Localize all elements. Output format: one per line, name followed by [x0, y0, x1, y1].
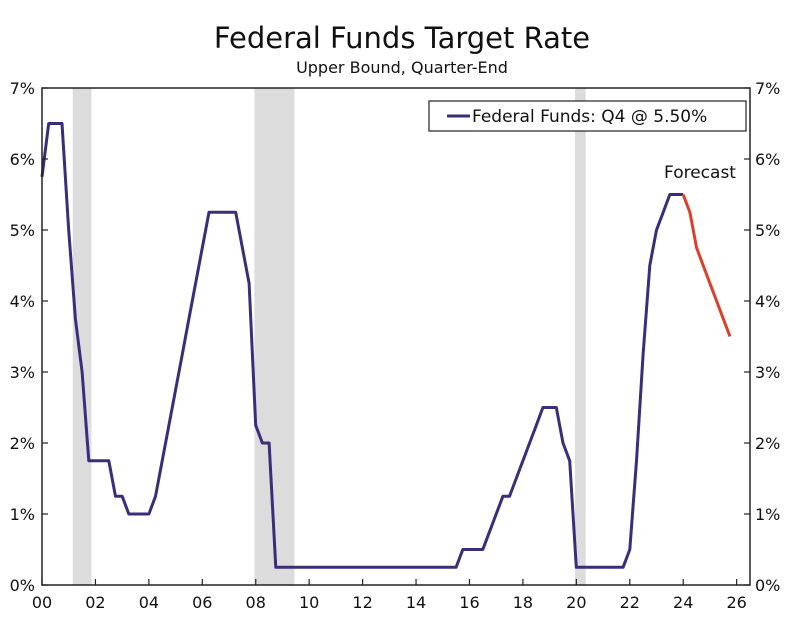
axes: 0% 0% 1% 1% 2% 2% 3% 3% 4% 4% 5% 5% 6% 6% 7% 7% 00 02 04 06… — [10, 79, 781, 612]
y-tick-label-left: 6% — [10, 150, 35, 169]
x-tick-label: 26 — [726, 593, 746, 612]
legend: Federal Funds: Q4 @ 5.50% — [428, 100, 747, 132]
forecast-annotation: Forecast — [664, 163, 736, 183]
series-lines — [40, 122, 732, 569]
chart-title: Federal Funds Target Rate — [214, 21, 590, 55]
y-tick-label-right: 7% — [755, 79, 780, 98]
y-tick-label-left: 2% — [10, 434, 35, 453]
x-tick-label: 20 — [566, 593, 586, 612]
y-tick-label-right: 4% — [755, 292, 780, 311]
series-line-actual — [40, 122, 684, 569]
y-tick-label-right: 1% — [755, 505, 780, 524]
x-tick-label: 12 — [352, 593, 372, 612]
y-tick-label-left: 5% — [10, 221, 35, 240]
legend-box — [428, 100, 747, 132]
y-tick-label-left: 7% — [10, 79, 35, 98]
x-tick-label: 04 — [139, 593, 159, 612]
recession-band-2 — [575, 88, 586, 585]
x-tick-label: 10 — [299, 593, 319, 612]
legend-label: Federal Funds: Q4 @ 5.50% — [472, 107, 707, 127]
y-tick-label-left: 4% — [10, 292, 35, 311]
y-tick-label-right: 0% — [755, 576, 780, 595]
x-tick-label: 22 — [620, 593, 640, 612]
y-tick-label-left: 0% — [10, 576, 35, 595]
y-tick-label-right: 2% — [755, 434, 780, 453]
x-tick-label: 14 — [406, 593, 426, 612]
x-tick-label: 18 — [513, 593, 533, 612]
recession-band-1 — [254, 88, 295, 585]
chart-subtitle: Upper Bound, Quarter-End — [296, 58, 508, 77]
plot-frame — [41, 87, 751, 586]
y-tick-label-right: 3% — [755, 363, 780, 382]
recession-band-0 — [72, 88, 92, 585]
x-tick-label: 00 — [32, 593, 52, 612]
y-tick-label-left: 1% — [10, 505, 35, 524]
x-tick-label: 24 — [673, 593, 693, 612]
x-tick-label: 16 — [459, 593, 479, 612]
y-tick-label-right: 6% — [755, 150, 780, 169]
recession-bands — [72, 88, 586, 585]
x-tick-label: 06 — [192, 593, 212, 612]
y-tick-label-left: 3% — [10, 363, 35, 382]
x-tick-label: 02 — [85, 593, 105, 612]
series-line-forecast — [681, 193, 732, 338]
x-tick-label: 08 — [246, 593, 266, 612]
y-tick-label-right: 5% — [755, 221, 780, 240]
